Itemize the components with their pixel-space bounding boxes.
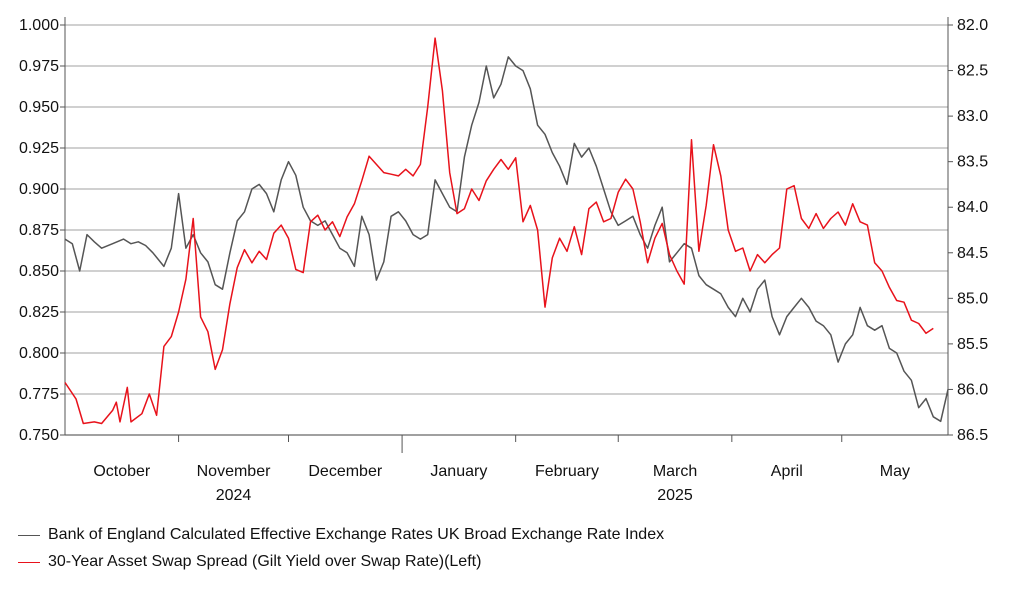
x-tick-label: February xyxy=(535,463,599,480)
x-tick-label: April xyxy=(771,463,803,480)
right-tick-label: 83.0 xyxy=(957,108,988,125)
left-tick-label: 0.925 xyxy=(19,140,59,157)
right-tick-label: 84.0 xyxy=(957,199,988,216)
series-line-asset-swap-spread xyxy=(64,37,934,425)
year-label: 2025 xyxy=(657,487,693,504)
left-tick-label: 0.900 xyxy=(19,181,59,198)
series-lines xyxy=(64,37,949,425)
left-tick-label: 0.950 xyxy=(19,99,59,116)
right-tick-label: 85.5 xyxy=(957,336,988,353)
legend-item-exchange-rate: Bank of England Calculated Effective Exc… xyxy=(18,526,664,544)
left-tick-label: 0.800 xyxy=(19,345,59,362)
left-tick-label: 1.000 xyxy=(19,17,59,34)
tick-labels: 1.000 0.975 0.950 0.925 0.900 0.875 0.850 0.825… xyxy=(19,17,988,504)
line-chart: 1.000 0.975 0.950 0.925 0.900 0.875 0.850 0.825… xyxy=(19,17,988,504)
x-tick-label: January xyxy=(430,463,487,480)
legend-swatch-exchange-rate xyxy=(18,534,40,536)
right-tick-label: 82.5 xyxy=(957,63,988,80)
x-tick-label: May xyxy=(880,463,910,480)
x-tick-label: October xyxy=(93,463,151,480)
legend-label-exchange-rate: Bank of England Calculated Effective Exc… xyxy=(48,526,665,543)
left-tick-label: 0.750 xyxy=(19,427,59,444)
left-tick-label: 0.775 xyxy=(19,386,59,403)
left-tick-label: 0.850 xyxy=(19,263,59,280)
x-tick-label: November xyxy=(197,463,271,480)
left-tick-label: 0.875 xyxy=(19,222,59,239)
legend-item-asset-swap-spread: 30-Year Asset Swap Spread (Gilt Yield ov… xyxy=(18,553,481,571)
legend-swatch-asset-swap-spread xyxy=(18,561,40,563)
axes xyxy=(60,17,953,453)
series-line-exchange-rate xyxy=(64,56,949,423)
legend-label-asset-swap-spread: 30-Year Asset Swap Spread (Gilt Yield ov… xyxy=(48,553,482,570)
right-tick-label: 86.5 xyxy=(957,427,988,444)
gridlines xyxy=(65,24,948,436)
right-tick-label: 86.0 xyxy=(957,381,988,398)
right-tick-label: 82.0 xyxy=(957,17,988,34)
x-tick-label: March xyxy=(653,463,697,480)
right-tick-label: 84.5 xyxy=(957,245,988,262)
left-tick-label: 0.975 xyxy=(19,58,59,75)
right-tick-label: 83.5 xyxy=(957,154,988,171)
year-label: 2024 xyxy=(216,487,252,504)
right-tick-label: 85.0 xyxy=(957,290,988,307)
x-tick-label: December xyxy=(308,463,382,480)
left-tick-label: 0.825 xyxy=(19,304,59,321)
